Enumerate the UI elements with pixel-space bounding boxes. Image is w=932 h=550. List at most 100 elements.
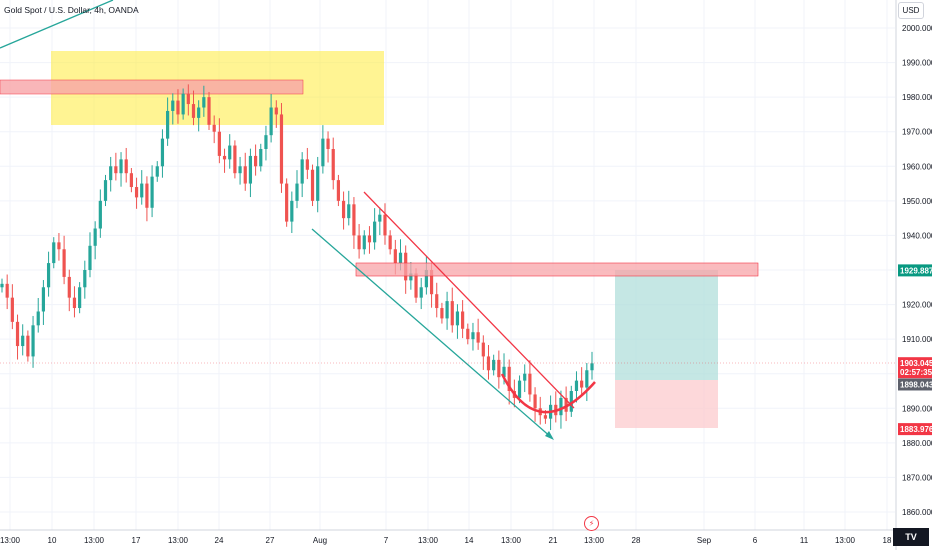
target-price-tag-bg bbox=[898, 264, 932, 277]
x-tick-label: Aug bbox=[313, 536, 327, 545]
candle-body bbox=[269, 107, 273, 136]
candle-body bbox=[590, 363, 594, 371]
rounded-bottom-curve[interactable] bbox=[500, 373, 596, 414]
candle-body bbox=[347, 204, 351, 219]
x-tick-label: 10 bbox=[48, 536, 57, 545]
candle-body bbox=[62, 249, 66, 277]
x-tick-label: 13:00 bbox=[84, 536, 105, 545]
candle-body bbox=[429, 270, 434, 295]
candle-body bbox=[109, 166, 113, 181]
candle-body bbox=[0, 283, 4, 288]
candle-body bbox=[233, 145, 237, 174]
candle-body bbox=[26, 335, 30, 357]
candle-body bbox=[481, 342, 485, 357]
target-price-tag: 1929.887 bbox=[900, 266, 932, 275]
candle-body bbox=[212, 124, 216, 132]
candle-body bbox=[533, 394, 537, 409]
candle-body bbox=[398, 252, 403, 264]
trend-line-red-channel[interactable] bbox=[363, 191, 575, 409]
candle-body bbox=[67, 276, 71, 298]
candle-body bbox=[295, 183, 299, 201]
trend-line-green-channel[interactable] bbox=[311, 228, 553, 439]
candle-body bbox=[523, 373, 527, 381]
x-tick-label: 6 bbox=[753, 536, 758, 545]
candle-body bbox=[543, 415, 548, 419]
candle-body bbox=[191, 104, 196, 118]
candle-body bbox=[41, 287, 46, 312]
x-tick-label: Sep bbox=[697, 536, 712, 545]
candle-body bbox=[264, 135, 268, 149]
y-tick-label: 1880.000 bbox=[902, 439, 932, 448]
candle-body bbox=[145, 183, 149, 208]
lightning-event-icon[interactable]: ⚡ bbox=[584, 516, 599, 531]
countdown-tag-bg bbox=[898, 366, 932, 379]
candle-body bbox=[476, 332, 480, 343]
tradingview-logo[interactable]: TV bbox=[893, 528, 929, 546]
entry-price-tag-bg bbox=[898, 378, 932, 391]
candle-body bbox=[321, 138, 325, 167]
candle-body bbox=[367, 235, 372, 243]
candle-body bbox=[497, 359, 501, 378]
y-tick-label: 1910.000 bbox=[902, 335, 932, 344]
candle-body bbox=[222, 155, 227, 160]
candle-body bbox=[357, 235, 361, 250]
y-tick-label: 1860.000 bbox=[902, 508, 932, 517]
candle-body bbox=[202, 97, 206, 108]
candle-body bbox=[528, 373, 532, 395]
candle-body bbox=[36, 311, 40, 326]
candle-body bbox=[445, 301, 449, 319]
candle-body bbox=[310, 169, 315, 201]
x-tick-label: 18 bbox=[883, 536, 892, 545]
x-tick-label: 13:00 bbox=[168, 536, 189, 545]
arrow-head-icon bbox=[545, 431, 554, 440]
x-tick-label: 13:00 bbox=[584, 536, 605, 545]
candle-body bbox=[72, 297, 77, 309]
resistance-zone[interactable] bbox=[0, 79, 304, 95]
y-tick-label: 1890.000 bbox=[902, 404, 932, 413]
y-tick-label: 1950.000 bbox=[902, 197, 932, 206]
candle-body bbox=[492, 359, 496, 371]
candle-body bbox=[5, 283, 9, 298]
candle-body bbox=[507, 366, 511, 391]
candle-body bbox=[559, 397, 563, 416]
candle-body bbox=[248, 155, 253, 184]
support-zone[interactable] bbox=[355, 262, 759, 277]
x-tick-label: 7 bbox=[384, 536, 389, 545]
candle-body bbox=[31, 325, 35, 357]
y-tick-label: 1970.000 bbox=[902, 128, 932, 137]
y-tick-label: 1870.000 bbox=[902, 473, 932, 482]
target-zone[interactable] bbox=[615, 270, 718, 380]
current-price-tag: 1903.045 bbox=[900, 359, 932, 368]
candle-body bbox=[181, 93, 185, 115]
candle-body bbox=[414, 273, 418, 298]
candle-body bbox=[352, 204, 356, 236]
x-tick-label: 27 bbox=[266, 536, 275, 545]
candle-body bbox=[21, 335, 25, 347]
entry-price-tag: 1898.043 bbox=[900, 380, 932, 389]
time-axis[interactable]: 13:00 10 13:00 17 13:00 24 27 Aug 7 13:00 14 13:00 2… bbox=[0, 529, 896, 545]
stop-price-tag: 1883.976 bbox=[900, 425, 932, 434]
candle-body bbox=[378, 214, 382, 222]
candle-body bbox=[129, 173, 133, 188]
candle-body bbox=[155, 166, 159, 177]
candle-body bbox=[300, 159, 304, 184]
candle-body bbox=[78, 287, 82, 309]
candle-body bbox=[331, 149, 335, 181]
candle-body bbox=[419, 287, 423, 298]
x-tick-label: 21 bbox=[549, 536, 558, 545]
currency-button[interactable]: USD bbox=[898, 2, 924, 19]
candle-body bbox=[150, 176, 154, 208]
candle-body bbox=[52, 242, 56, 264]
price-axis[interactable]: 2000.000 1990.000 1980.000 1970.000 1960.000… bbox=[895, 0, 932, 550]
stop-price-tag-bg bbox=[898, 423, 932, 436]
x-tick-label: 17 bbox=[132, 536, 141, 545]
candle-body bbox=[569, 391, 573, 412]
candle-body bbox=[435, 294, 439, 309]
stop-zone[interactable] bbox=[615, 380, 718, 428]
candle-body bbox=[285, 183, 289, 222]
candle-body bbox=[124, 159, 128, 174]
trend-line-green-top[interactable] bbox=[0, 0, 114, 49]
x-tick-label: 13:00 bbox=[418, 536, 439, 545]
candle-body bbox=[103, 180, 108, 201]
